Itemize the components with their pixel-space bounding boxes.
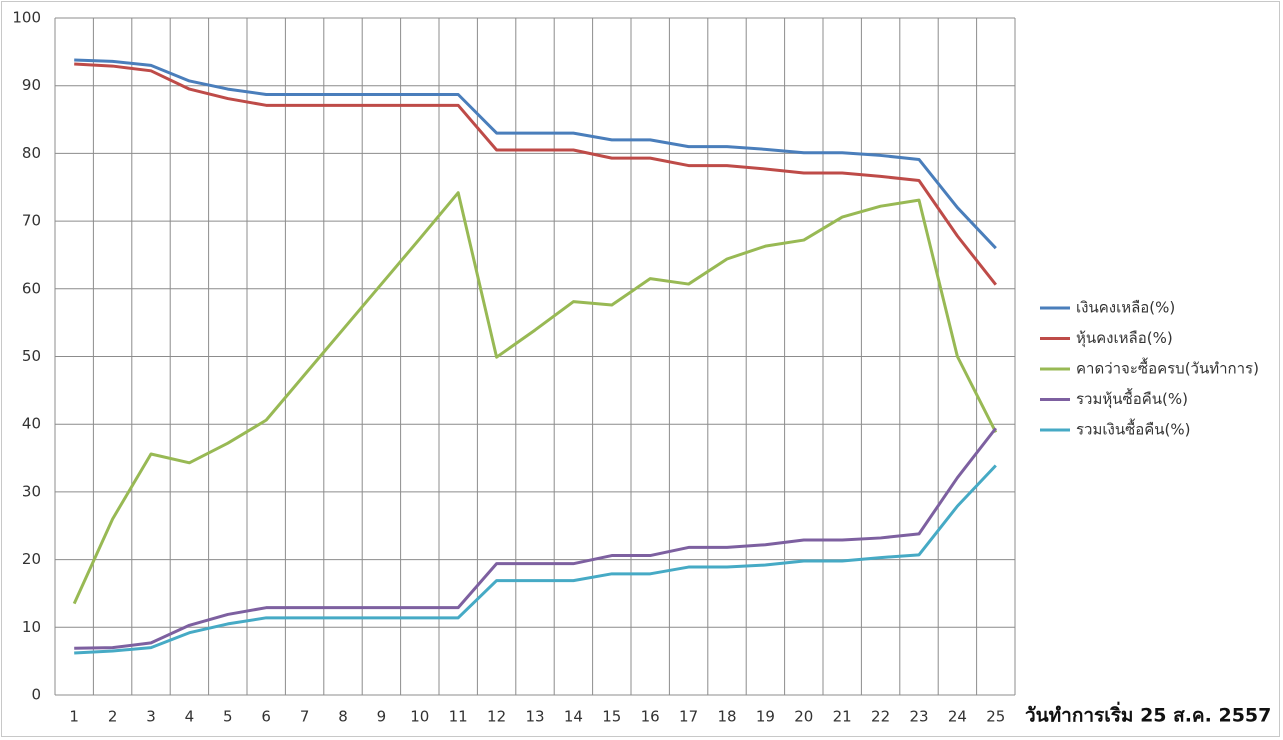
legend-label: เงินคงเหลือ(%) bbox=[1076, 299, 1175, 317]
x-axis-title: วันทำการเริ่ม 25 ส.ค. 2557 bbox=[1025, 702, 1271, 727]
y-tick-label: 90 bbox=[22, 76, 41, 94]
x-tick-label: 6 bbox=[261, 708, 271, 726]
x-tick-label: 24 bbox=[948, 708, 967, 726]
x-tick-label: 10 bbox=[410, 708, 429, 726]
x-tick-label: 15 bbox=[602, 708, 621, 726]
y-tick-label: 60 bbox=[22, 279, 41, 297]
legend-label: รวมเงินซื้อคืน(%) bbox=[1076, 419, 1191, 439]
x-tick-label: 23 bbox=[909, 708, 928, 726]
y-tick-label: 30 bbox=[22, 482, 41, 500]
y-tick-label: 0 bbox=[31, 686, 41, 704]
x-tick-label: 20 bbox=[794, 708, 813, 726]
y-tick-label: 70 bbox=[22, 212, 41, 230]
x-tick-label: 14 bbox=[564, 708, 583, 726]
y-tick-label: 40 bbox=[22, 415, 41, 433]
y-tick-label: 100 bbox=[12, 9, 41, 27]
x-tick-label: 25 bbox=[986, 708, 1005, 726]
x-tick-label: 18 bbox=[717, 708, 736, 726]
y-tick-label: 50 bbox=[22, 347, 41, 365]
series-line bbox=[74, 62, 997, 286]
x-tick-label: 21 bbox=[833, 708, 852, 726]
y-tick-label: 20 bbox=[22, 550, 41, 568]
y-tick-label: 10 bbox=[22, 618, 41, 636]
legend-label: หุ้นคงเหลือ(%) bbox=[1076, 329, 1173, 348]
x-tick-label: 3 bbox=[146, 708, 156, 726]
x-tick-label: 7 bbox=[300, 708, 310, 726]
series-line bbox=[74, 464, 997, 655]
y-tick-label: 80 bbox=[22, 144, 41, 162]
x-tick-label: 11 bbox=[449, 708, 468, 726]
x-tick-label: 4 bbox=[185, 708, 195, 726]
x-tick-label: 22 bbox=[871, 708, 890, 726]
x-tick-label: 13 bbox=[525, 708, 544, 726]
legend-label: คาดว่าจะซื้อครบ(วันทำการ) bbox=[1076, 358, 1259, 378]
x-tick-label: 5 bbox=[223, 708, 233, 726]
series-line bbox=[72, 191, 998, 605]
x-tick-label: 8 bbox=[338, 708, 348, 726]
x-tick-label: 2 bbox=[108, 708, 118, 726]
x-tick-label: 16 bbox=[641, 708, 660, 726]
x-tick-label: 9 bbox=[377, 708, 387, 726]
x-tick-label: 1 bbox=[69, 708, 79, 726]
x-tick-label: 12 bbox=[487, 708, 506, 726]
legend-label: รวมหุ้นซื้อคืน(%) bbox=[1076, 388, 1188, 409]
series-line bbox=[74, 427, 997, 650]
x-tick-label: 17 bbox=[679, 708, 698, 726]
x-tick-label: 19 bbox=[756, 708, 775, 726]
series-line bbox=[74, 58, 997, 250]
